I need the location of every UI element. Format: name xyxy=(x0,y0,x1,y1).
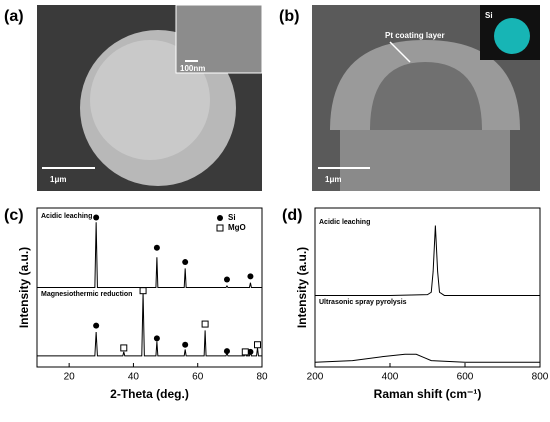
scale-label: 1μm xyxy=(50,175,66,184)
panel-label: (c) xyxy=(4,207,24,224)
marker xyxy=(223,276,230,283)
marker xyxy=(139,287,147,295)
marker xyxy=(247,273,254,280)
panel-label: (b) xyxy=(279,8,299,25)
marker xyxy=(254,341,261,349)
x-tick-label: 400 xyxy=(382,372,399,383)
marker xyxy=(93,322,100,329)
inset-image xyxy=(175,4,263,74)
marker xyxy=(241,348,249,356)
y-axis-label: Intensity (a.u.) xyxy=(17,247,31,328)
series-label: Ultrasonic spray pyrolysis xyxy=(319,299,407,306)
series-label: Magnesiothermic reduction xyxy=(41,291,132,298)
annotation: Pt coating layer xyxy=(385,31,445,40)
x-tick-label: 200 xyxy=(307,372,324,383)
panel-label: (a) xyxy=(4,8,24,25)
marker xyxy=(120,344,128,352)
spectrum xyxy=(37,292,262,357)
legend-symbol xyxy=(216,224,224,232)
marker xyxy=(247,348,254,355)
x-axis-label: Raman shift (cm⁻¹) xyxy=(374,387,482,401)
series-label: Acidic leaching xyxy=(41,213,92,220)
inset-scale-label: 100nm xyxy=(180,64,205,73)
x-tick-label: 600 xyxy=(457,372,474,383)
marker xyxy=(182,259,189,266)
x-tick-label: 60 xyxy=(192,372,204,383)
panel-label: (d) xyxy=(282,207,302,224)
x-tick-label: 80 xyxy=(256,372,268,383)
series-label: Acidic leaching xyxy=(319,219,370,226)
marker xyxy=(93,214,100,221)
spectrum xyxy=(314,353,540,363)
marker xyxy=(182,341,189,348)
x-tick-label: 20 xyxy=(64,372,76,383)
plot-frame xyxy=(314,207,541,368)
sphere-section xyxy=(370,62,482,130)
marker xyxy=(201,320,209,328)
x-tick-label: 800 xyxy=(532,372,549,383)
y-axis-label: Intensity (a.u.) xyxy=(295,247,309,328)
legend-symbol xyxy=(217,215,223,221)
legend-label: Si xyxy=(228,213,236,222)
arrow xyxy=(389,41,411,63)
marker xyxy=(153,335,160,342)
marker xyxy=(223,348,230,355)
spectrum xyxy=(37,222,262,288)
scale-label: 1μm xyxy=(325,175,341,184)
x-tick-label: 40 xyxy=(128,372,140,383)
x-axis-label: 2-Theta (deg.) xyxy=(110,387,189,401)
legend-label: MgO xyxy=(228,223,246,232)
si-map xyxy=(494,18,530,54)
spectrum xyxy=(315,225,540,296)
marker xyxy=(153,244,160,251)
inset-label: Si xyxy=(485,11,493,20)
substrate xyxy=(340,130,510,191)
